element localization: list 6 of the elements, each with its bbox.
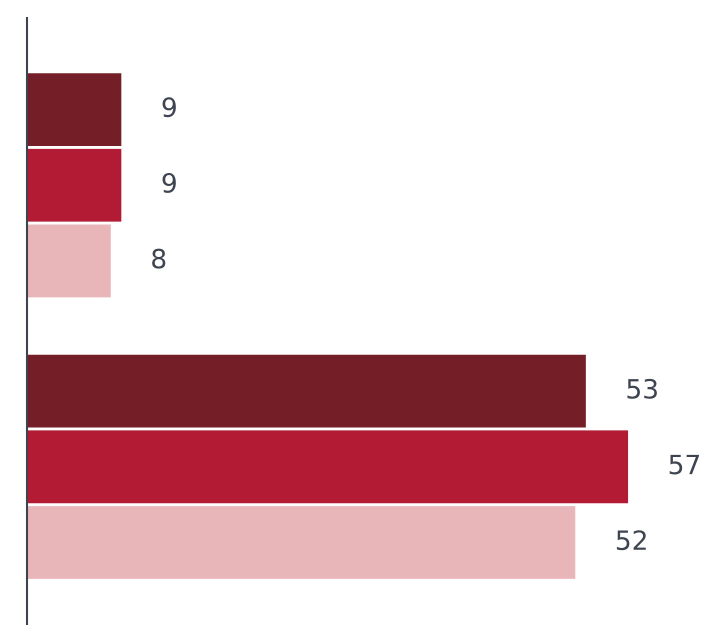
data-label: 9 xyxy=(162,97,176,118)
data-label: 9 xyxy=(162,172,176,193)
data-label: 8 xyxy=(152,248,166,269)
data-label: 53 xyxy=(627,378,657,399)
data-label: 57 xyxy=(670,454,699,474)
data-label: 52 xyxy=(616,530,646,550)
